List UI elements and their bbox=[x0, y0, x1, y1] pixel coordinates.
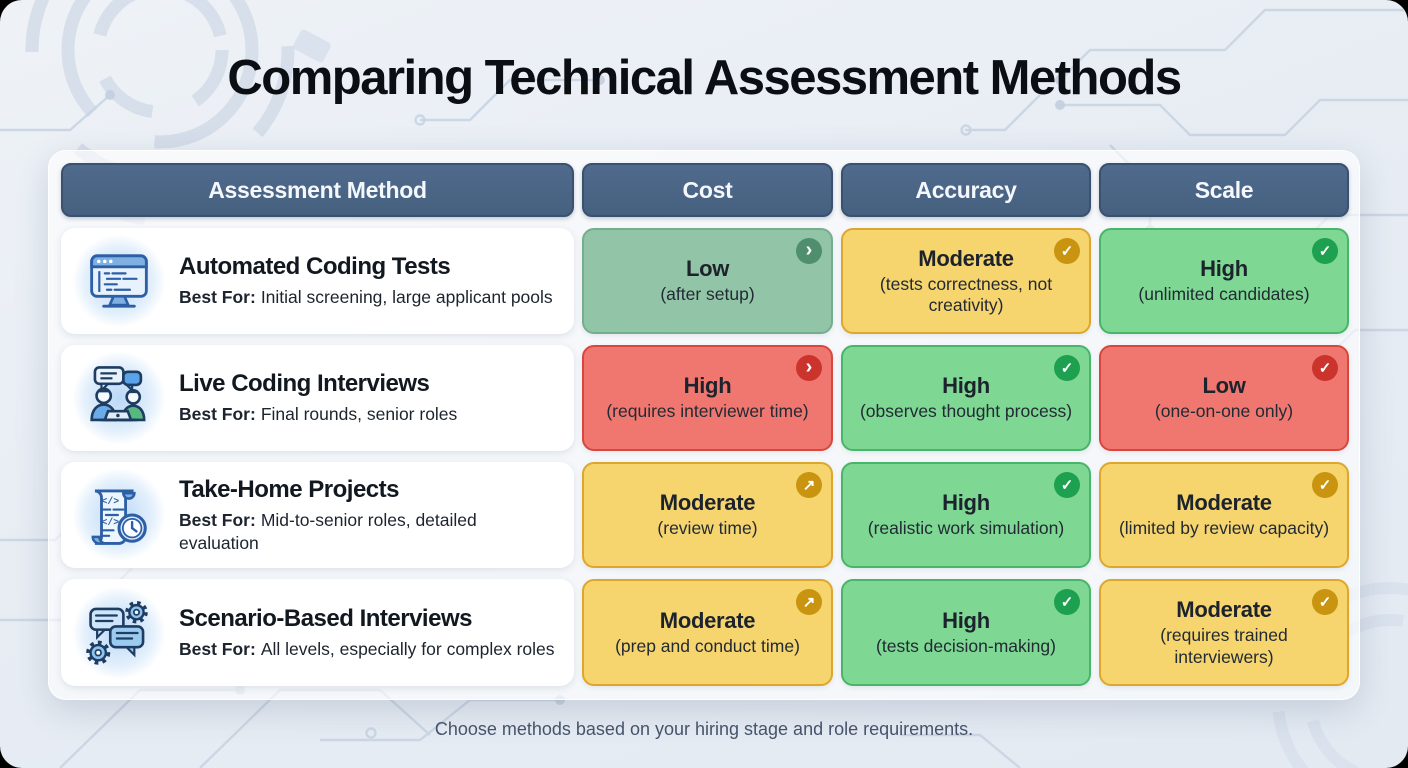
column-header-cost: Cost bbox=[582, 163, 833, 217]
rating-note: (tests correctness, not creativity) bbox=[879, 273, 1053, 315]
rating-level: Low bbox=[1202, 373, 1246, 399]
check-badge-icon: ✓ bbox=[1312, 238, 1338, 264]
scale-cell: ✓ Moderate (limited by review capacity) bbox=[1099, 462, 1349, 568]
cost-cell: › High (requires interviewer time) bbox=[582, 345, 833, 451]
footer-note: Choose methods based on your hiring stag… bbox=[434, 719, 974, 739]
accuracy-cell: ✓ Moderate (tests correctness, not creat… bbox=[841, 228, 1091, 334]
cost-cell: ↗ Moderate (review time) bbox=[582, 462, 833, 568]
check-badge-icon: ✓ bbox=[1312, 355, 1338, 381]
rating-note: (review time) bbox=[657, 518, 758, 539]
rating-note: (observes thought process) bbox=[859, 401, 1073, 422]
arrow-up-right-badge-icon: ↗ bbox=[796, 472, 822, 498]
rating-level: High bbox=[683, 373, 732, 399]
rating-level: Moderate bbox=[659, 607, 756, 633]
rating-note: (unlimited candidates) bbox=[1138, 284, 1310, 305]
rating-level: Moderate bbox=[1176, 597, 1272, 623]
best-for-text: Best For: All levels, especially for comp… bbox=[179, 638, 555, 659]
method-title: Live Coding Interviews bbox=[179, 370, 430, 398]
method-title: Scenario-Based Interviews bbox=[179, 604, 472, 632]
scale-cell: ✓ Low (one-on-one only) bbox=[1099, 345, 1349, 451]
monitor-code-icon bbox=[73, 235, 165, 327]
method-card-automated-coding-tests: Automated Coding Tests Best For: Initial … bbox=[61, 228, 574, 334]
comparison-table: Assessment Method Cost Accuracy Scale bbox=[61, 163, 1349, 686]
chevron-right-badge-icon: › bbox=[796, 238, 822, 264]
rating-note: (requires interviewer time) bbox=[606, 401, 809, 422]
rating-note: (limited by review capacity) bbox=[1118, 518, 1330, 539]
check-badge-icon: ✓ bbox=[1054, 355, 1080, 381]
scale-cell: ✓ Moderate (requires trained interviewer… bbox=[1099, 579, 1349, 686]
check-badge-icon: ✓ bbox=[1054, 589, 1080, 615]
accuracy-cell: ✓ High (tests decision-making) bbox=[841, 579, 1091, 686]
column-header-method: Assessment Method bbox=[61, 163, 574, 217]
column-header-scale: Scale bbox=[1099, 163, 1349, 217]
arrow-up-right-badge-icon: ↗ bbox=[796, 589, 822, 615]
best-for-label: Best For: bbox=[179, 287, 256, 308]
cost-cell: › Low (after setup) bbox=[582, 228, 833, 334]
rating-level: Moderate bbox=[659, 490, 756, 516]
method-card-take-home-projects: </> </> Take- bbox=[61, 462, 574, 568]
method-title: Automated Coding Tests bbox=[179, 253, 451, 281]
comparison-table-panel: Assessment Method Cost Accuracy Scale bbox=[48, 150, 1360, 700]
scroll-code-clock-icon: </> </> bbox=[73, 469, 165, 561]
cost-cell: ↗ Moderate (prep and conduct time) bbox=[582, 579, 833, 686]
best-for-text: Best For: Initial screening, large applic… bbox=[179, 287, 553, 308]
check-badge-icon: ✓ bbox=[1312, 589, 1338, 615]
rating-note: (one-on-one only) bbox=[1154, 401, 1294, 422]
column-header-accuracy: Accuracy bbox=[841, 163, 1091, 217]
rating-level: High bbox=[942, 607, 990, 633]
svg-text:</>: </> bbox=[102, 496, 120, 507]
rating-note: (after setup) bbox=[660, 284, 755, 305]
page-title: Comparing Technical Assessment Methods bbox=[227, 51, 1182, 105]
method-card-live-coding-interviews: Live Coding Interviews Best For: Final ro… bbox=[61, 345, 574, 451]
rating-level: Moderate bbox=[1176, 490, 1272, 516]
accuracy-cell: ✓ High (realistic work simulation) bbox=[841, 462, 1091, 568]
accuracy-cell: ✓ High (observes thought process) bbox=[841, 345, 1091, 451]
rating-level: High bbox=[942, 373, 990, 399]
scale-cell: ✓ High (unlimited candidates) bbox=[1099, 228, 1349, 334]
best-for-text: Best For: Mid-to-senior roles, detailed e… bbox=[179, 510, 477, 553]
best-for-text: Best For: Final rounds, senior roles bbox=[179, 404, 458, 425]
check-badge-icon: ✓ bbox=[1054, 472, 1080, 498]
chevron-right-badge-icon: › bbox=[796, 355, 822, 381]
rating-note: (prep and conduct time) bbox=[615, 635, 800, 656]
method-card-scenario-based-interviews: Scenario-Based Interviews Best For: All l… bbox=[61, 579, 574, 686]
rating-note: (requires trained interviewers) bbox=[1160, 625, 1288, 667]
best-for-label: Best For: bbox=[179, 510, 256, 531]
rating-note: (realistic work simulation) bbox=[867, 518, 1065, 539]
rating-level: Low bbox=[685, 256, 730, 282]
people-chat-icon bbox=[73, 352, 165, 444]
method-title: Take-Home Projects bbox=[179, 476, 399, 504]
best-for-label: Best For: bbox=[179, 404, 256, 425]
check-badge-icon: ✓ bbox=[1312, 472, 1338, 498]
rating-level: High bbox=[942, 490, 990, 516]
best-for-label: Best For: bbox=[179, 638, 256, 659]
rating-level: High bbox=[1200, 256, 1248, 282]
svg-text:</>: </> bbox=[102, 517, 120, 528]
rating-level: Moderate bbox=[918, 245, 1014, 271]
chat-gears-icon bbox=[73, 586, 165, 679]
rating-note: (tests decision-making) bbox=[876, 635, 1056, 656]
check-badge-icon: ✓ bbox=[1054, 238, 1080, 264]
